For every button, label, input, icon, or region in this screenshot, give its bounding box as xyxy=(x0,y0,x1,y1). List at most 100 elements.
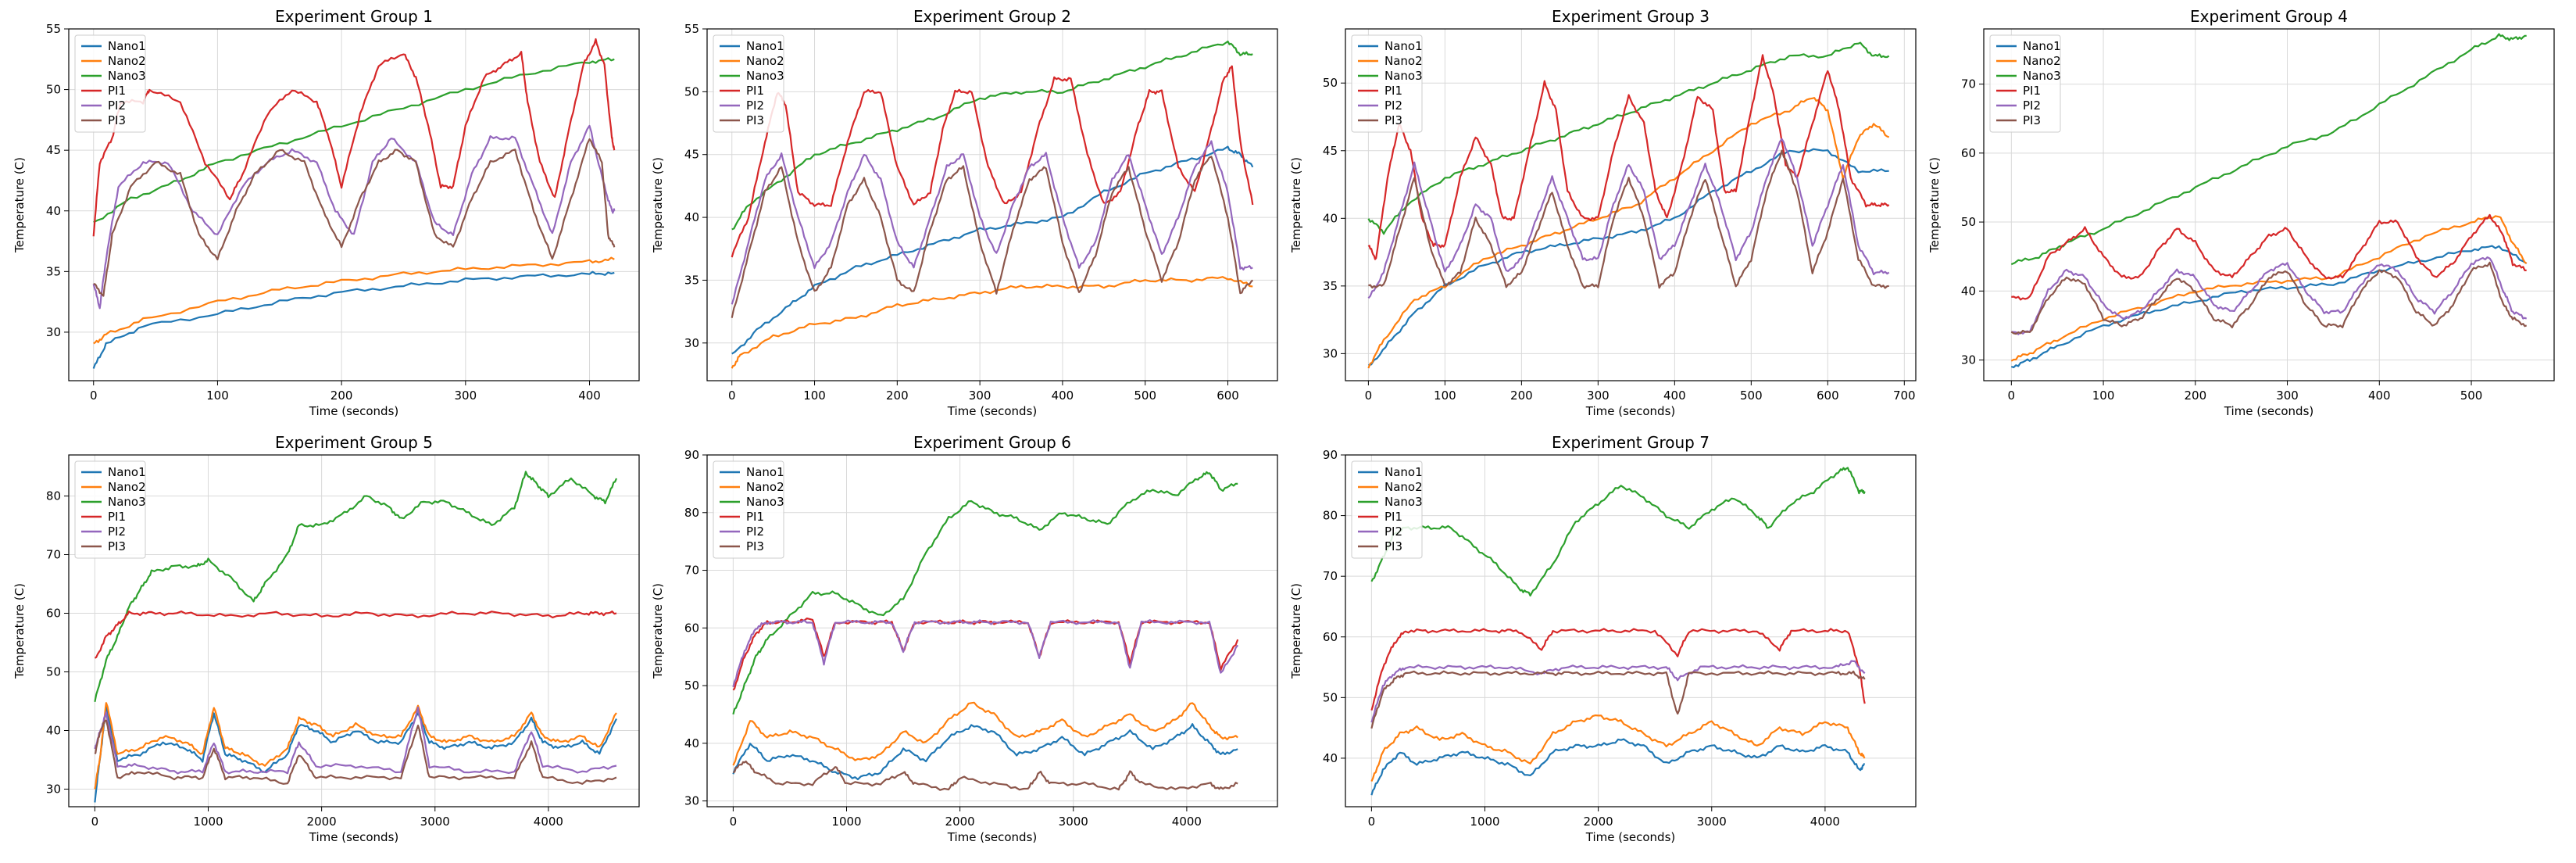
y-tick-label: 45 xyxy=(684,148,699,162)
x-tick-label: 0 xyxy=(730,815,738,829)
legend-label: PI1 xyxy=(108,510,126,524)
legend-label: PI2 xyxy=(108,98,126,113)
series-line-nano1 xyxy=(731,145,1254,355)
legend-label: Nano2 xyxy=(108,480,146,494)
axes-frame xyxy=(68,454,640,807)
legend-box xyxy=(1989,34,2061,133)
x-tick-label: 3000 xyxy=(420,815,450,829)
legend-label: PI1 xyxy=(2023,84,2041,98)
y-tick-label: 90 xyxy=(684,448,699,462)
x-tick-label: 300 xyxy=(969,389,991,403)
x-tick-label: 200 xyxy=(330,389,353,403)
legend-label: Nano3 xyxy=(108,495,146,509)
axes-frame xyxy=(706,28,1278,381)
y-tick-label: 50 xyxy=(1323,76,1338,90)
y-tick-label: 30 xyxy=(684,336,699,350)
chart-title: Experiment Group 6 xyxy=(913,433,1071,452)
chart-title: Experiment Group 5 xyxy=(275,433,433,452)
y-axis-label: Temperature (C) xyxy=(651,583,665,679)
y-tick-label: 70 xyxy=(1323,569,1338,583)
legend-label: Nano3 xyxy=(1384,69,1423,83)
series-line-pi2 xyxy=(731,140,1253,305)
x-tick-label: 4000 xyxy=(1810,815,1840,829)
x-axis-label: Time (seconds) xyxy=(947,404,1038,418)
x-tick-label: 2000 xyxy=(307,815,337,829)
x-axis-label: Time (seconds) xyxy=(2224,404,2314,418)
series-line-nano2 xyxy=(1370,714,1866,782)
series-line-nano2 xyxy=(731,276,1253,369)
legend-label: Nano1 xyxy=(746,465,784,479)
x-tick-label: 400 xyxy=(2368,389,2391,403)
legend-label: PI2 xyxy=(746,525,764,539)
series-line-nano3 xyxy=(1367,41,1890,235)
x-tick-label: 2000 xyxy=(945,815,975,829)
legend-box xyxy=(713,460,784,559)
legend-box xyxy=(1351,34,1423,133)
x-tick-label: 700 xyxy=(1893,389,1916,403)
legend-label: Nano2 xyxy=(1384,480,1423,494)
chart-panel-7: 0 1000 2000 3000 4000 40 50 60 70 80 90 Experiment … xyxy=(1289,433,1917,844)
y-tick-label: 55 xyxy=(684,22,699,36)
y-tick-label: 45 xyxy=(1323,144,1338,158)
y-tick-label: 30 xyxy=(1323,346,1338,360)
series-line-pi3 xyxy=(1368,149,1889,289)
chart-panel-4: 0 100 200 300 400 500 30 40 50 60 70 Experiment Gro… xyxy=(1928,7,2555,418)
series-line-nano2 xyxy=(93,256,615,345)
x-tick-label: 0 xyxy=(90,389,98,403)
x-axis-label: Time (seconds) xyxy=(947,830,1038,844)
chart-title: Experiment Group 4 xyxy=(2190,7,2348,26)
series-line-pi3 xyxy=(732,760,1238,791)
series-line-pi1 xyxy=(731,65,1254,258)
series-line-pi2 xyxy=(732,619,1239,688)
x-tick-label: 500 xyxy=(2460,389,2483,403)
x-tick-label: 300 xyxy=(455,389,477,403)
y-tick-label: 40 xyxy=(46,204,61,218)
legend-label: PI3 xyxy=(108,113,126,127)
x-tick-label: 100 xyxy=(2092,389,2115,403)
legend-label: Nano1 xyxy=(108,39,146,53)
y-tick-label: 60 xyxy=(1323,630,1338,644)
x-tick-label: 300 xyxy=(2276,389,2299,403)
y-axis-label: Temperature (C) xyxy=(1289,157,1303,253)
legend-label: Nano2 xyxy=(108,54,146,68)
series-line-pi1 xyxy=(732,617,1239,691)
y-tick-label: 50 xyxy=(684,679,699,693)
series-line-nano3 xyxy=(93,57,615,224)
series-line-pi3 xyxy=(2010,261,2528,335)
legend-label: PI2 xyxy=(1384,98,1402,113)
x-tick-label: 0 xyxy=(1368,815,1376,829)
y-tick-label: 40 xyxy=(684,210,699,224)
y-axis-label: Temperature (C) xyxy=(1928,157,1942,253)
legend-label: PI2 xyxy=(108,525,126,539)
series-line-pi2 xyxy=(1370,660,1866,723)
y-axis-label: Temperature (C) xyxy=(13,157,27,253)
chart-panel-1: 0 100 200 300 400 30 35 40 45 50 55 Experiment Grou… xyxy=(13,7,640,418)
y-tick-label: 50 xyxy=(1323,690,1338,704)
legend-label: Nano3 xyxy=(2023,69,2061,83)
chart-title: Experiment Group 2 xyxy=(913,7,1071,26)
y-tick-label: 50 xyxy=(46,665,61,679)
y-tick-label: 60 xyxy=(46,607,61,621)
x-tick-label: 100 xyxy=(803,389,826,403)
x-tick-label: 2000 xyxy=(1584,815,1613,829)
y-tick-label: 40 xyxy=(1323,751,1338,765)
x-tick-label: 200 xyxy=(2184,389,2206,403)
axes-frame xyxy=(1983,28,2555,381)
legend-label: Nano3 xyxy=(108,69,146,83)
y-tick-label: 30 xyxy=(46,325,61,339)
legend-label: PI1 xyxy=(746,84,764,98)
series-group xyxy=(1370,467,1866,796)
series-line-pi3 xyxy=(94,719,617,785)
y-tick-label: 60 xyxy=(684,621,699,635)
axes-frame xyxy=(68,28,640,381)
y-tick-label: 30 xyxy=(1961,353,1976,367)
series-group xyxy=(1367,41,1890,369)
x-tick-label: 3000 xyxy=(1697,815,1727,829)
x-tick-label: 500 xyxy=(1740,389,1763,403)
x-tick-label: 300 xyxy=(1587,389,1610,403)
chart-panel-6: 0 1000 2000 3000 4000 30 40 50 60 70 80 90 Experimen… xyxy=(651,433,1278,844)
y-tick-label: 55 xyxy=(46,22,61,36)
x-tick-label: 0 xyxy=(2008,389,2016,403)
